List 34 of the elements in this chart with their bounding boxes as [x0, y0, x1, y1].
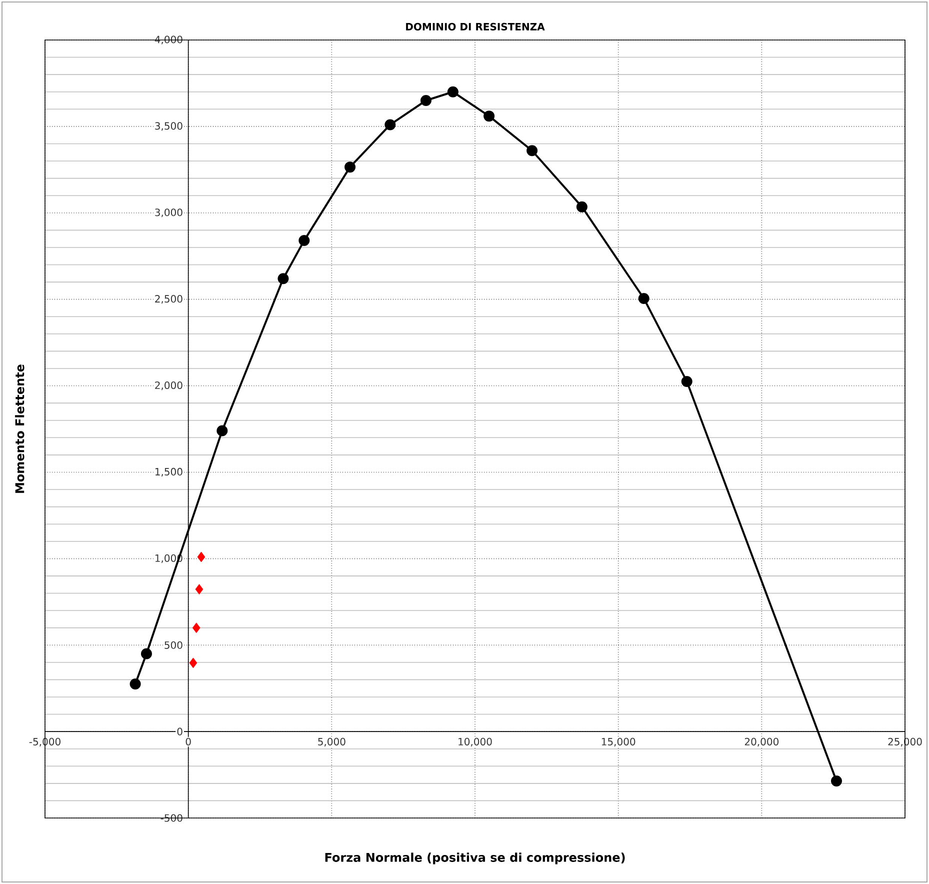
point	[216, 425, 228, 436]
point	[130, 678, 141, 690]
point	[278, 273, 289, 284]
y-tick-label: 3,500	[155, 122, 182, 131]
y-tick-label: 3,000	[155, 208, 182, 218]
point	[420, 95, 432, 106]
y-tick-label: 2,000	[155, 381, 182, 390]
x-tick-label: 5,000	[318, 738, 346, 746]
x-axis-title: Forza Normale (positiva se di compressione)	[325, 852, 625, 864]
point	[298, 235, 310, 246]
y-tick-label: 2,500	[155, 295, 182, 304]
point	[484, 110, 495, 122]
point	[140, 648, 152, 660]
point	[344, 162, 356, 173]
point	[189, 658, 198, 668]
point	[638, 292, 650, 304]
point	[192, 622, 200, 634]
point	[447, 86, 458, 98]
x-tick-label: 10,000	[458, 738, 492, 746]
y-axis-title: Momento Flettente	[14, 364, 24, 493]
x-tick-label: 20,000	[744, 738, 779, 746]
x-tick-label: 0	[186, 738, 191, 746]
point	[197, 552, 206, 562]
point	[681, 376, 692, 387]
y-tick-label: 1,500	[155, 468, 182, 477]
x-tick-label: 15,000	[602, 738, 636, 746]
point	[195, 584, 204, 594]
y-tick-label: 0	[177, 728, 182, 736]
point	[384, 119, 396, 130]
point	[526, 145, 538, 156]
y-tick-label: 500	[164, 641, 182, 649]
point	[576, 201, 588, 212]
chart-title: DOMINIO DI RESISTENZA	[406, 22, 545, 30]
point	[830, 776, 842, 787]
